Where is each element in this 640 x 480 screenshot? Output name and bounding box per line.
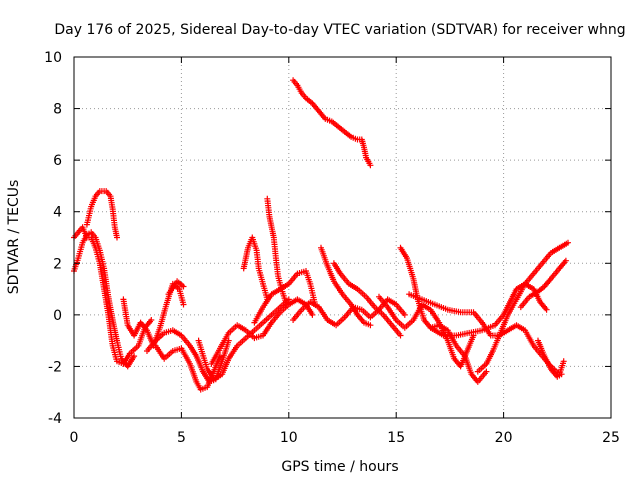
- x-tick-label: 20: [495, 430, 513, 446]
- series-arc-18: [376, 293, 477, 370]
- series-markers: [535, 337, 565, 380]
- series-markers: [264, 195, 290, 308]
- series-markers: [330, 260, 404, 339]
- series-arc-15: [318, 244, 374, 329]
- series-arc-17: [397, 244, 490, 385]
- series-markers: [318, 244, 374, 329]
- series-markers: [240, 234, 271, 303]
- series-arc-7: [165, 278, 187, 298]
- x-tick-label: 10: [280, 430, 298, 446]
- y-tick-label: 6: [53, 153, 62, 169]
- x-tick-label: 15: [387, 430, 405, 446]
- series-markers: [376, 293, 477, 370]
- x-tick-label: 0: [70, 430, 79, 446]
- y-tick-label: -2: [48, 359, 62, 375]
- y-tick-label: -4: [48, 411, 62, 427]
- axis-ticks: 0 5 10 15 20 25 -4 -2 0 2 4 6 8 10: [44, 50, 620, 446]
- series-arc-13: [290, 77, 374, 169]
- series-markers: [83, 188, 120, 241]
- series-arc-6: [152, 342, 224, 393]
- series-markers: [290, 77, 374, 169]
- y-tick-label: 10: [44, 50, 62, 66]
- series-arc-21: [474, 239, 571, 375]
- series-markers: [397, 244, 490, 385]
- series-arc-23: [535, 337, 565, 380]
- x-axis-label: GPS time / hours: [281, 459, 398, 475]
- series-markers: [474, 239, 571, 375]
- y-tick-label: 2: [53, 256, 62, 272]
- series-arc-1: [71, 224, 155, 367]
- data-series: [71, 77, 571, 393]
- series-markers: [165, 278, 187, 298]
- series-arc-16: [330, 260, 404, 339]
- x-tick-label: 5: [177, 430, 186, 446]
- series-markers: [71, 224, 155, 367]
- series-arc-3: [83, 188, 120, 241]
- plot-frame: [73, 56, 612, 419]
- y-tick-label: 4: [53, 205, 62, 221]
- series-arc-11: [264, 195, 290, 308]
- y-tick-label: 8: [53, 102, 62, 118]
- x-tick-label: 25: [602, 430, 620, 446]
- series-markers: [517, 257, 569, 311]
- series-arc-22: [517, 257, 569, 311]
- series-arc-10: [240, 234, 271, 303]
- series-arc-12: [251, 268, 318, 326]
- chart-title: Day 176 of 2025, Sidereal Day-to-day VTE…: [54, 22, 625, 38]
- series-arc-8: [195, 296, 292, 383]
- y-axis-label: SDTVAR / TECUs: [6, 180, 22, 295]
- grid-lines: [74, 57, 611, 418]
- series-markers: [208, 296, 316, 367]
- y-tick-label: 0: [53, 308, 62, 324]
- series-arc-9: [208, 296, 316, 367]
- series-markers: [195, 296, 292, 383]
- series-markers: [152, 342, 224, 393]
- series-markers: [251, 268, 318, 326]
